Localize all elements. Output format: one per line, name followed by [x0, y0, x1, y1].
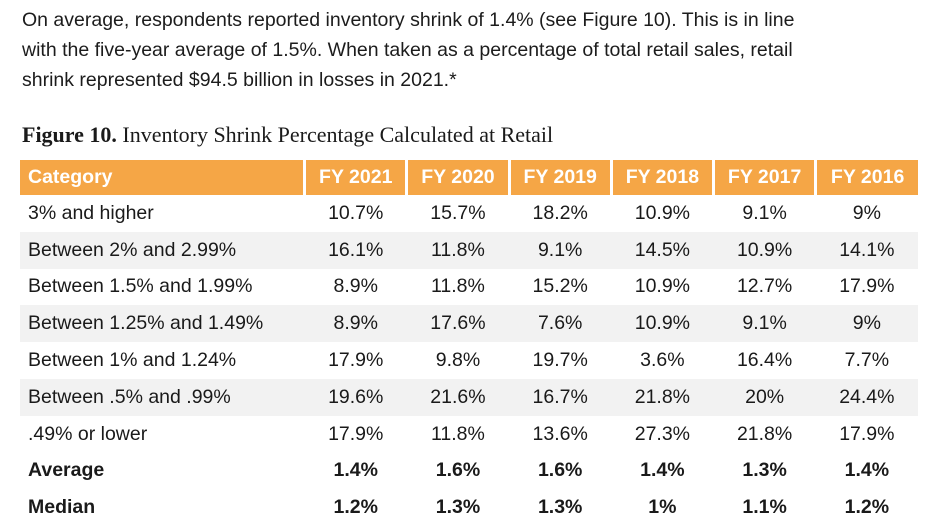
figure-title: Inventory Shrink Percentage Calculated a… [122, 122, 554, 147]
table-cell: 10.9% [611, 305, 714, 343]
row-category-label: Median [28, 496, 96, 519]
table-cell: 9.1% [713, 305, 816, 343]
intro-line: shrink represented $94.5 billion in loss… [22, 69, 457, 91]
table-cell: 11.8% [431, 275, 485, 298]
table-cell: 24.4% [815, 378, 918, 416]
table-cell: 11.8% [406, 231, 510, 269]
row-category-label: Between 1.25% and 1.49% [20, 305, 305, 343]
table-cell: 13.6% [532, 422, 588, 445]
table-cell: 21.8% [736, 422, 793, 445]
table-header-row: Category FY 2021 FY 2020 FY 2019 FY 2018… [20, 160, 918, 195]
intro-line: On average, respondents reported invento… [22, 9, 795, 31]
table-cell: 1% [648, 496, 677, 519]
table-cell: 8.9% [333, 275, 378, 298]
table-cell: 9.1% [742, 201, 787, 224]
column-header-fy2017: FY 2017 [711, 160, 816, 195]
table-cell: 16.1% [304, 231, 407, 269]
column-header-fy2019: FY 2019 [507, 160, 612, 195]
row-category-label: Between 1.5% and 1.99% [28, 275, 253, 298]
table-row: .49% or lower 17.9% 11.8% 13.6% 27.3% 21.8% 17… [20, 416, 918, 453]
table-cell: 15.7% [430, 201, 486, 224]
table-row: Between 2% and 2.99% 16.1% 11.8% 9.1% 14.5% 1… [20, 231, 918, 269]
table-cell: 16.4% [736, 349, 793, 372]
table-cell: 10.7% [328, 201, 384, 224]
table-cell: 3.6% [640, 349, 685, 372]
table-row: Between 1.25% and 1.49% 8.9% 17.6% 7.6% 10.9… [20, 305, 918, 343]
column-header-fy2021: FY 2021 [303, 160, 407, 195]
table-row: Median 1.2% 1.3% 1.3% 1% 1.1% 1.2% [20, 489, 918, 526]
table-cell: 10.9% [634, 201, 691, 224]
row-category-label: Average [28, 459, 105, 482]
intro-line: with the five-year average of 1.5%. When… [22, 39, 793, 61]
table-cell: 1.3% [435, 496, 481, 519]
table-cell: 9% [852, 201, 881, 224]
table-cell: 8.9% [304, 305, 407, 343]
table-cell: 15.2% [532, 275, 588, 298]
table-cell: 19.6% [304, 378, 407, 416]
column-header-fy2016: FY 2016 [814, 160, 918, 195]
table-cell: 21.8% [611, 378, 714, 416]
table-cell: 17.9% [328, 422, 384, 445]
column-header-category: Category [20, 160, 305, 195]
table-cell: 9% [815, 305, 918, 343]
table-cell: 21.6% [406, 378, 510, 416]
table-cell: 17.9% [839, 422, 895, 445]
table-row: Between 1% and 1.24% 17.9% 9.8% 19.7% 3.6% 16… [20, 342, 918, 379]
table-cell: 1.2% [333, 496, 378, 519]
column-header-fy2020: FY 2020 [405, 160, 510, 195]
figure-label: Figure 10. [22, 122, 117, 147]
table-cell: 27.3% [634, 422, 691, 445]
table-cell: 1.6% [435, 459, 481, 482]
table-cell: 1.3% [742, 459, 787, 482]
table-cell: 1.3% [537, 496, 583, 519]
row-category-label: .49% or lower [28, 422, 148, 445]
table-cell: 14.5% [611, 231, 714, 269]
table-cell: 1.2% [844, 496, 890, 519]
table-cell: 11.8% [431, 422, 485, 445]
table-cell: 10.9% [713, 231, 816, 269]
figure-caption: Figure 10. Inventory Shrink Percentage C… [22, 122, 553, 148]
table-cell: 16.7% [509, 378, 612, 416]
table-cell: 19.7% [532, 349, 588, 372]
column-header-fy2018: FY 2018 [609, 160, 714, 195]
table-cell: 1.4% [333, 459, 378, 482]
table-cell: 9.1% [509, 231, 612, 269]
table-row: Between 1.5% and 1.99% 8.9% 11.8% 15.2% 10.9… [20, 269, 918, 306]
table-cell: 1.4% [844, 459, 890, 482]
intro-paragraph: On average, respondents reported invento… [22, 5, 917, 95]
table-row: 3% and higher 10.7% 15.7% 18.2% 10.9% 9.1% 9% [20, 195, 918, 232]
table-cell: 17.6% [406, 305, 510, 343]
table-cell: 1.1% [742, 496, 787, 519]
row-category-label: Between 1% and 1.24% [28, 349, 237, 372]
table-cell: 1.6% [537, 459, 583, 482]
table-cell: 7.6% [509, 305, 612, 343]
table-cell: 9.8% [435, 349, 481, 372]
table-row: Between .5% and .99% 19.6% 21.6% 16.7% 21.8%… [20, 378, 918, 416]
row-category-label: Between .5% and .99% [20, 378, 305, 416]
shrink-table: Category FY 2021 FY 2020 FY 2019 FY 2018… [20, 160, 918, 526]
table-cell: 18.2% [532, 201, 588, 224]
row-category-label: Between 2% and 2.99% [20, 231, 305, 269]
table-cell: 14.1% [815, 231, 918, 269]
table-cell: 20% [713, 378, 816, 416]
table-cell: 1.4% [640, 459, 685, 482]
table-cell: 7.7% [844, 349, 890, 372]
table-cell: 12.7% [736, 275, 793, 298]
table-cell: 17.9% [839, 275, 895, 298]
table-cell: 10.9% [634, 275, 691, 298]
table-row: Average 1.4% 1.6% 1.6% 1.4% 1.3% 1.4% [20, 453, 918, 490]
row-category-label: 3% and higher [28, 201, 154, 224]
table-cell: 17.9% [328, 349, 384, 372]
